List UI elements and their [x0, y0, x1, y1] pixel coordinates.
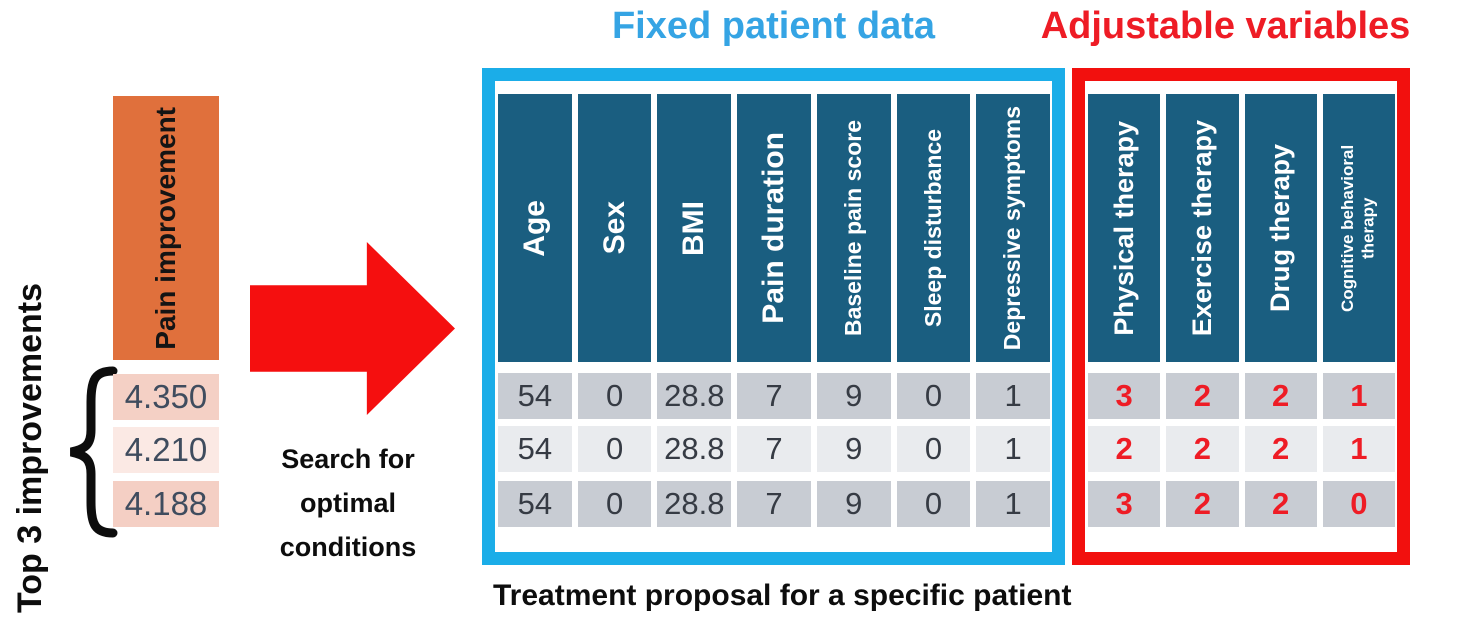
- top3-improvements-text: Top 3 improvements: [10, 283, 49, 613]
- search-label-line-1: Search for: [281, 444, 415, 474]
- curly-brace-icon: [69, 366, 118, 538]
- cell-physical-r2: 2: [1088, 426, 1161, 472]
- cell-pain-duration-r2: 7: [737, 426, 811, 472]
- col-header-cognitive-behavioral-therapy: Cognitive behavioral therapy: [1322, 94, 1395, 362]
- col-header-depressive-symptoms: Depressive symptoms: [976, 94, 1051, 362]
- search-optimal-conditions-label: Search for optimal conditions: [238, 437, 458, 569]
- fixed-patient-data-title: Fixed patient data: [611, 5, 936, 47]
- cell-bmi-r2: 28.8: [657, 426, 732, 472]
- col-header-bmi: BMI: [657, 94, 732, 362]
- fixed-header-row: Age Sex BMI Pain duration Baseline pain …: [498, 94, 1051, 362]
- adjustable-table-row-3: 3 2 2 0: [1088, 481, 1395, 527]
- improvement-value-1: 4.350: [113, 374, 219, 420]
- col-header-age: Age: [498, 94, 572, 362]
- cell-cbt-r3: 0: [1322, 481, 1395, 527]
- improvement-value-2: 4.210: [113, 427, 219, 473]
- cell-drug-r1: 2: [1244, 373, 1317, 419]
- col-header-drug-therapy: Drug therapy: [1244, 94, 1317, 362]
- cell-sex-r1: 0: [577, 373, 652, 419]
- cell-cbt-r2: 1: [1322, 426, 1395, 472]
- cell-exercise-r2: 2: [1166, 426, 1239, 472]
- cell-pain-duration-r3: 7: [737, 481, 811, 527]
- fixed-table-row-1: 54 0 28.8 7 9 0 1: [498, 373, 1051, 419]
- cell-age-r2: 54: [498, 426, 572, 472]
- cell-sex-r2: 0: [577, 426, 652, 472]
- col-header-pain-duration: Pain duration: [737, 94, 811, 362]
- col-header-baseline-pain-score: Baseline pain score: [816, 94, 891, 362]
- pain-improvement-header-text: Pain improvement: [150, 106, 181, 350]
- pain-improvement-header: Pain improvement: [113, 96, 219, 360]
- fixed-table-row-2: 54 0 28.8 7 9 0 1: [498, 426, 1051, 472]
- search-label-line-3: conditions: [279, 532, 417, 562]
- fixed-table-row-3: 54 0 28.8 7 9 0 1: [498, 481, 1051, 527]
- cell-baseline-pain-r1: 9: [816, 373, 891, 419]
- cell-depressive-r2: 1: [976, 426, 1051, 472]
- adjustable-table-row-2: 2 2 2 1: [1088, 426, 1395, 472]
- adjustable-variables-box: Physical therapy Exercise therapy Drug t…: [1072, 68, 1410, 565]
- col-header-physical-therapy: Physical therapy: [1088, 94, 1161, 362]
- cell-sleep-r3: 0: [896, 481, 971, 527]
- col-header-sex: Sex: [577, 94, 652, 362]
- adjustable-table-row-1: 3 2 2 1: [1088, 373, 1395, 419]
- cell-baseline-pain-r2: 9: [816, 426, 891, 472]
- table-caption: Treatment proposal for a specific patien…: [493, 579, 1072, 612]
- cell-exercise-r1: 2: [1166, 373, 1239, 419]
- cell-baseline-pain-r3: 9: [816, 481, 891, 527]
- col-header-sleep-disturbance: Sleep disturbance: [896, 94, 971, 362]
- col-header-exercise-therapy: Exercise therapy: [1166, 94, 1239, 362]
- cell-drug-r3: 2: [1244, 481, 1317, 527]
- cell-physical-r1: 3: [1088, 373, 1161, 419]
- cell-age-r1: 54: [498, 373, 572, 419]
- fixed-patient-data-box: Age Sex BMI Pain duration Baseline pain …: [482, 68, 1065, 565]
- adjustable-variables-title: Adjustable variables: [1040, 5, 1411, 47]
- cell-exercise-r3: 2: [1166, 481, 1239, 527]
- cell-bmi-r1: 28.8: [657, 373, 732, 419]
- cell-pain-duration-r1: 7: [737, 373, 811, 419]
- right-arrow-icon: [250, 242, 455, 415]
- search-label-line-2: optimal: [299, 488, 396, 518]
- cell-sleep-r2: 0: [896, 426, 971, 472]
- top3-improvements-label: Top 3 improvements: [6, 283, 54, 613]
- cell-age-r3: 54: [498, 481, 572, 527]
- cell-cbt-r1: 1: [1322, 373, 1395, 419]
- cell-sleep-r1: 0: [896, 373, 971, 419]
- cell-sex-r3: 0: [577, 481, 652, 527]
- cell-physical-r3: 3: [1088, 481, 1161, 527]
- cell-drug-r2: 2: [1244, 426, 1317, 472]
- improvement-value-3: 4.188: [113, 481, 219, 527]
- adjustable-header-row: Physical therapy Exercise therapy Drug t…: [1088, 94, 1395, 362]
- cell-depressive-r3: 1: [976, 481, 1051, 527]
- cell-depressive-r1: 1: [976, 373, 1051, 419]
- cell-bmi-r3: 28.8: [657, 481, 732, 527]
